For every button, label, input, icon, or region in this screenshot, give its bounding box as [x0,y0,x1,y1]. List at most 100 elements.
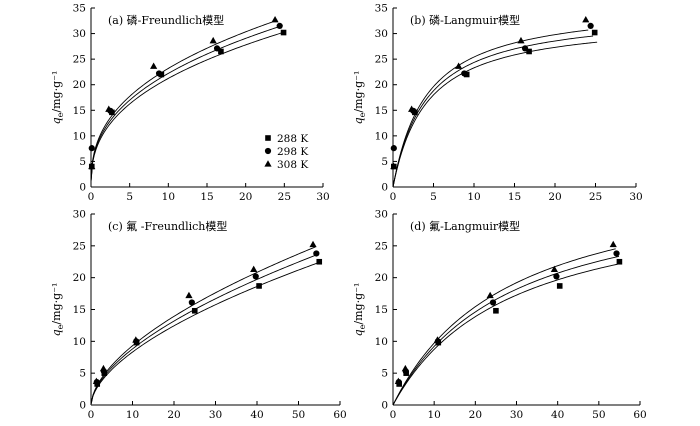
data-point-308K [250,265,258,272]
data-point-288K [556,283,563,289]
x-tick-label: 5 [430,191,437,203]
data-point-298K [521,45,529,52]
data-point-298K [587,22,594,29]
y-tick-label: 20 [375,79,388,91]
data-point-298K [252,273,259,280]
data-point-298K [213,45,221,52]
fit-curve-298K [90,25,283,182]
data-point-288K [191,307,198,314]
data-point-308K [132,336,140,343]
legend-marker-triangle [264,160,272,167]
data-point-308K [309,240,317,248]
y-tick-label: 25 [73,54,86,66]
fit-curve-308K [392,29,589,188]
x-tick-label: 10 [467,191,480,203]
y-tick-label: 30 [73,28,86,40]
data-point-308K [486,291,494,299]
x-tick-label: 50 [292,409,305,421]
chart-panel-1: 0 5 10 15 20 25 30 35 0 5 10 15 20 25 30 (a) 磷-Freundli… [50,3,330,204]
y-tick-label: 15 [375,105,388,117]
x-tick-label: 30 [510,409,523,421]
y-tick-label: 10 [375,336,388,348]
x-tick-label: 10 [162,191,175,203]
chart-panel-2: 0 5 10 15 20 25 30 35 0 5 10 15 20 25 30 (b) 磷-Langmuir… [352,3,643,204]
data-point-308K [88,162,96,170]
data-point-298K [155,70,163,77]
x-tick-label: 20 [469,409,482,421]
y-axis-label: qe/mg·g⁻¹ [50,71,65,125]
x-tick-label: 60 [633,409,646,421]
panel-title: (c) 氟 -Freundlich模型 [108,219,227,233]
x-tick-label: 0 [88,409,95,421]
legend-label: 298 K [277,146,308,158]
data-point-308K [99,364,108,372]
y-tick-label: 30 [375,28,388,40]
y-tick-label: 15 [73,304,86,316]
fit-curve-298K [392,255,620,406]
data-point-308K [455,62,463,69]
data-point-288K [218,48,224,55]
y-tick-label: 25 [73,240,86,252]
data-point-308K [433,336,442,343]
data-point-298K [88,145,95,152]
fit-curve-298K [90,253,319,405]
panel-title: (d) 氟-Langmuir模型 [410,219,520,233]
y-tick-label: 35 [73,3,86,15]
y-tick-label: 0 [79,400,86,412]
data-point-298K [613,250,620,257]
data-point-308K [582,15,590,23]
x-tick-label: 20 [548,191,561,203]
data-point-288K [526,48,532,55]
panel-title: (a) 磷-Freundlich模型 [108,13,224,27]
y-tick-label: 10 [73,336,86,348]
y-tick-label: 5 [79,156,86,168]
y-tick-label: 5 [381,156,388,168]
data-point-308K [271,15,279,23]
y-tick-label: 25 [375,240,388,252]
x-tick-label: 0 [390,409,397,421]
y-tick-label: 25 [375,54,388,66]
y-tick-label: 20 [73,272,86,284]
fit-curve-288K [392,262,622,406]
data-point-308K [150,62,158,69]
data-point-308K [550,265,558,272]
fit-curve-288K [392,41,598,188]
y-tick-label: 15 [73,105,86,117]
data-point-288K [280,29,287,36]
data-point-288K [616,258,623,265]
legend-label: 308 K [277,159,308,171]
x-tick-label: 0 [88,191,95,203]
legend-label: 288 K [277,133,308,145]
x-tick-label: 40 [551,409,564,421]
chart-panel-3: 0 5 10 15 20 25 30 0 10 20 30 40 50 60 (c) 氟 -Freundli… [50,209,347,426]
data-point-308K [390,162,398,170]
y-tick-label: 30 [375,209,388,221]
data-point-298K [313,250,320,257]
data-point-308K [401,364,409,372]
y-tick-label: 20 [73,79,86,91]
fit-curve-288K [90,31,287,182]
fit-curve-308K [90,19,278,181]
y-tick-label: 35 [375,3,388,15]
data-point-298K [390,145,397,152]
data-point-308K [408,105,416,112]
x-tick-label: 15 [508,191,521,203]
legend-marker-circle [264,147,272,155]
x-tick-label: 10 [126,409,139,421]
data-point-308K [105,105,113,112]
fit-curve-288K [90,261,322,405]
data-point-308K [185,291,193,299]
data-point-288K [493,307,499,314]
y-tick-label: 0 [381,400,388,412]
fit-curve-308K [90,246,316,405]
y-tick-label: 0 [381,182,388,194]
y-axis-label: qe/mg·g⁻¹ [352,71,367,125]
data-point-308K [394,377,402,385]
y-tick-label: 10 [375,130,388,142]
data-point-288K [256,283,262,289]
x-tick-label: 25 [589,191,602,203]
chart-panel-4: 0 5 10 15 20 25 30 0 10 20 30 40 50 60 (d) 氟-Langmuir模… [352,209,647,426]
data-point-298K [461,70,468,77]
data-point-308K [209,36,217,44]
